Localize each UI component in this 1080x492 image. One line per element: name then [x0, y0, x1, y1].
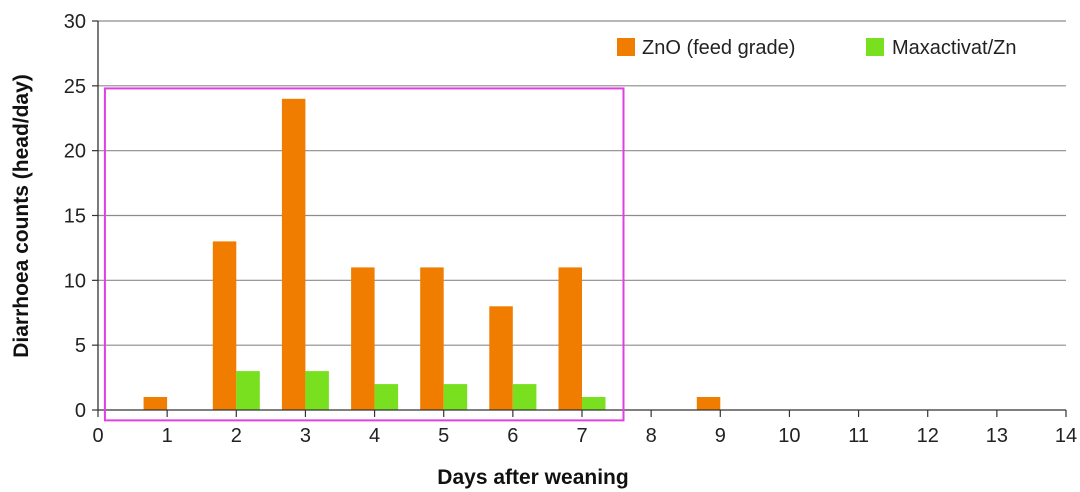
bar-maxactivat-day-2 [236, 371, 260, 410]
axes [92, 20, 1067, 417]
bar-zno-day-7 [558, 267, 582, 410]
x-axis-label: Days after weaning [437, 466, 628, 489]
bar-maxactivat-day-3 [305, 371, 329, 410]
gridlines [98, 20, 1066, 346]
x-tick-label: 5 [438, 425, 449, 447]
y-tick-label: 5 [75, 335, 86, 357]
y-tick-label: 25 [64, 76, 86, 98]
x-tick-label: 6 [507, 425, 518, 447]
bar-zno-day-4 [351, 267, 375, 410]
bar-zno-day-6 [489, 306, 513, 410]
y-tick-label: 0 [75, 400, 86, 422]
bar-zno-day-1 [143, 397, 168, 410]
y-tick-label: 15 [64, 206, 86, 228]
bars [143, 98, 721, 411]
highlight-box [103, 87, 625, 422]
x-tick-label: 2 [231, 425, 242, 447]
bar-maxactivat-day-4 [374, 384, 399, 410]
x-tick-label: 8 [646, 425, 657, 447]
bar-zno-day-5 [420, 267, 444, 410]
x-tick-label: 3 [300, 425, 311, 447]
bar-maxactivat-day-6 [512, 384, 537, 410]
bar-maxactivat-day-5 [443, 384, 468, 410]
legend-label: ZnO (feed grade) [642, 37, 795, 59]
y-tick-label: 20 [64, 141, 86, 163]
highlight-layer [103, 87, 625, 422]
bar-zno-day-3 [281, 98, 306, 411]
legend-swatch [617, 38, 635, 56]
x-tick-label: 11 [848, 425, 869, 447]
legend-label: Maxactivat/Zn [892, 37, 1016, 59]
y-tick-label: 10 [64, 270, 86, 292]
x-tick-label: 1 [162, 425, 173, 447]
x-tick-label: 12 [917, 425, 939, 447]
y-axis-label: Diarrhoea counts (head/day) [10, 74, 33, 358]
bar-zno-day-9 [696, 397, 721, 410]
x-tick-label: 13 [986, 425, 1008, 447]
x-tick-label: 14 [1055, 425, 1077, 447]
bar-zno-day-2 [212, 241, 237, 410]
legend-swatch [866, 38, 884, 56]
x-tick-label: 10 [778, 425, 800, 447]
x-tick-label: 9 [715, 425, 726, 447]
legend: ZnO (feed grade) Maxactivat/Zn [617, 37, 1016, 59]
x-tick-label: 4 [369, 425, 380, 447]
x-tick-label: 7 [576, 425, 587, 447]
bar-maxactivat-day-7 [582, 397, 606, 410]
y-tick-label: 30 [64, 11, 86, 33]
x-tick-label: 0 [92, 425, 103, 447]
